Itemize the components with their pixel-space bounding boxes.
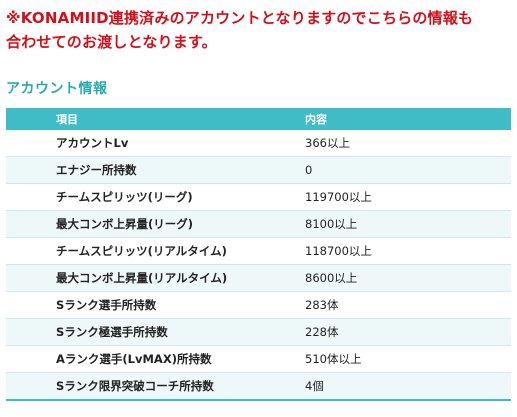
header-item: 項目 (6, 108, 256, 130)
table-row: アカウントLv 366以上 (6, 130, 511, 157)
row-item: Sランク限界突破コーチ所持数 (6, 372, 256, 401)
row-value: 228体 (256, 318, 511, 346)
row-item: Sランク選手所持数 (6, 291, 256, 319)
row-item: 最大コンボ上昇量(リーグ) (6, 210, 256, 238)
row-value: 366以上 (256, 130, 511, 157)
row-item: 最大コンボ上昇量(リアルタイム) (6, 264, 256, 292)
row-value: 118700以上 (256, 237, 511, 265)
row-value: 4個 (256, 372, 511, 401)
row-item: Aランク選手(LvMAX)所持数 (6, 345, 256, 373)
table-row: Sランク選手所持数 283体 (6, 291, 511, 319)
row-value: 0 (256, 156, 511, 184)
row-item: アカウントLv (6, 130, 256, 157)
row-item: チームスピリッツ(リーグ) (6, 183, 256, 211)
notice-text: ※KONAMIID連携済みのアカウントとなりますのでこちらの情報も 合わせてのお… (6, 6, 511, 54)
section-title: アカウント情報 (6, 81, 108, 97)
row-item: Sランク極選手所持数 (6, 318, 256, 346)
table-header-row: 項目 内容 (6, 108, 511, 130)
table-row: チームスピリッツ(リーグ) 119700以上 (6, 183, 511, 211)
row-value: 8600以上 (256, 264, 511, 292)
table-row: 最大コンボ上昇量(リーグ) 8100以上 (6, 210, 511, 238)
account-info-table: 項目 内容 アカウントLv 366以上 エナジー所持数 0 チームスピリッツ(リ… (6, 108, 511, 401)
notice-line-1: ※KONAMIID連携済みのアカウントとなりますのでこちらの情報も (6, 9, 474, 27)
table-row: Sランク限界突破コーチ所持数 4個 (6, 372, 511, 401)
table-row: Aランク選手(LvMAX)所持数 510体以上 (6, 345, 511, 373)
row-value: 283体 (256, 291, 511, 319)
row-value: 8100以上 (256, 210, 511, 238)
table-row: エナジー所持数 0 (6, 156, 511, 184)
row-item: チームスピリッツ(リアルタイム) (6, 237, 256, 265)
header-content: 内容 (256, 108, 511, 130)
row-item: エナジー所持数 (6, 156, 256, 184)
table-row: Sランク極選手所持数 228体 (6, 318, 511, 346)
row-value: 510体以上 (256, 345, 511, 373)
notice-line-2: 合わせてのお渡しとなります。 (6, 33, 217, 51)
table-row: チームスピリッツ(リアルタイム) 118700以上 (6, 237, 511, 265)
row-value: 119700以上 (256, 183, 511, 211)
table-row: 最大コンボ上昇量(リアルタイム) 8600以上 (6, 264, 511, 292)
